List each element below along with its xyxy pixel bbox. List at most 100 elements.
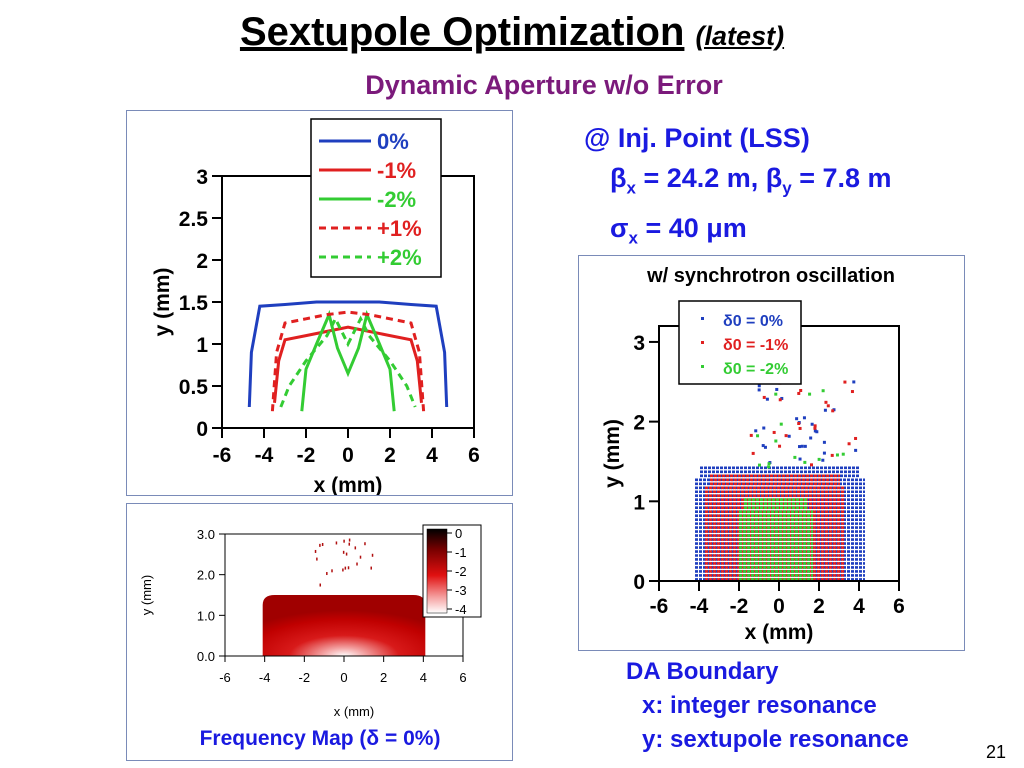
- scatter-point: [774, 392, 778, 396]
- colorbar: [426, 528, 448, 614]
- legend-label: 0%: [377, 129, 409, 154]
- scatter-point: [795, 417, 799, 421]
- beta-x-symbol: β: [610, 163, 627, 193]
- scatter-point: [847, 442, 851, 446]
- x-tick-label: 6: [468, 444, 480, 467]
- scatter-point: [757, 463, 761, 467]
- beta-x-sub: x: [626, 178, 636, 198]
- y-axis-label: y (mm): [151, 268, 174, 337]
- beta-line: βx = 24.2 m, βy = 7.8 m: [584, 158, 892, 208]
- title-suffix: (latest): [695, 21, 785, 51]
- scatter-point: [772, 430, 776, 434]
- y-tick-label: 1: [196, 334, 208, 357]
- x-tick-label: 4: [426, 444, 438, 467]
- sigma-value: = 40 μm: [637, 213, 747, 244]
- chart-title: w/ synchrotron oscillation: [646, 265, 895, 287]
- x-axis-label: x (mm): [334, 704, 374, 719]
- y-tick-label: 0: [196, 418, 208, 441]
- x-tick-label: -4: [690, 595, 709, 618]
- beta-y-value: = 7.8 m: [791, 163, 892, 193]
- y-tick-label: 3: [196, 166, 208, 189]
- legend-marker: [701, 317, 704, 320]
- scatter-point: [813, 424, 817, 428]
- page-number: 21: [985, 742, 1006, 762]
- scatter-point: [815, 430, 819, 434]
- x-axis-label: x (mm): [745, 621, 814, 644]
- scatter-point: [809, 436, 813, 440]
- injection-info: @ Inj. Point (LSS) βx = 24.2 m, βy = 7.8…: [584, 118, 892, 259]
- synchrotron-scatter-chart: w/ synchrotron oscillation -6 -4 -2 0 2 4 6 0 1 2 3…: [601, 265, 905, 644]
- scatter-point: [824, 400, 828, 404]
- x-tick-label: 0: [340, 670, 347, 685]
- scatter-point: [342, 550, 345, 554]
- scatter-point: [822, 451, 826, 455]
- scatter-point: [784, 434, 788, 438]
- x-tick-label: -6: [219, 670, 231, 685]
- scatter-point: [762, 426, 766, 430]
- colorbar-tick-label: -2: [455, 564, 467, 579]
- x-tick-label: 2: [384, 444, 396, 467]
- series-line-+2%: [279, 315, 417, 408]
- scatter-point: [775, 387, 779, 391]
- scatter-point: [798, 445, 802, 449]
- scatter-point: [359, 555, 362, 559]
- y-tick-label: 1.5: [179, 292, 209, 315]
- beta-x-value: = 24.2 m,: [635, 163, 766, 193]
- scatter-point: [817, 457, 821, 461]
- scatter-point: [802, 416, 806, 420]
- legend-label: δ0 = -1%: [723, 337, 788, 354]
- da-boundary-heading: DA Boundary: [626, 658, 779, 685]
- x-tick-label: -2: [299, 670, 311, 685]
- x-tick-label: 0: [342, 444, 354, 467]
- x-tick-label: -4: [259, 670, 271, 685]
- x-tick-label: -4: [255, 444, 274, 467]
- scatter-point: [854, 448, 858, 452]
- scatter-point: [780, 396, 784, 400]
- legend-marker: [701, 365, 704, 368]
- scatter-point: [757, 388, 761, 392]
- scatter-point: [821, 389, 825, 393]
- scatter-point: [822, 440, 826, 444]
- scatter-point: [356, 562, 358, 566]
- x-tick-label: 2: [380, 670, 387, 685]
- y-tick-label: 2: [196, 250, 208, 273]
- scatter-point: [345, 552, 348, 556]
- scatter-point: [787, 434, 791, 438]
- legend-label: -1%: [377, 158, 416, 183]
- scatter-point: [803, 444, 807, 448]
- colorbar-tick-label: 0: [455, 526, 462, 541]
- da-boundary-info: DA Boundary x: integer resonance y: sext…: [626, 655, 909, 757]
- scatter-point: [765, 397, 769, 401]
- y-axis-label: y (mm): [601, 419, 624, 488]
- legend-label: δ0 = -2%: [723, 361, 788, 378]
- y-tick-label: 3.0: [197, 527, 215, 542]
- frequency-map-region: [262, 595, 426, 656]
- beta-y-sub: y: [782, 178, 792, 198]
- scatter-point: [371, 553, 374, 557]
- scatter-point: [763, 445, 767, 449]
- scatter-point: [810, 422, 814, 426]
- scatter-point: [762, 395, 766, 399]
- frequency-map-panel: -6 -4 -2 0 2 4 6 0.0 1.0 2.0 3.0 x (mm) y (mm) 0 -1 -2 -…: [126, 503, 513, 761]
- scatter-point: [319, 583, 322, 587]
- colorbar-tick-label: -1: [455, 545, 467, 560]
- scatter-point: [831, 409, 835, 413]
- scatter-point: [798, 457, 802, 461]
- scatter-point: [354, 546, 357, 550]
- x-tick-label: -6: [213, 444, 232, 467]
- sigma-line: σx = 40 μm: [584, 208, 892, 258]
- scatter-point: [344, 566, 347, 570]
- scatter-point: [348, 538, 351, 542]
- colorbar-tick-label: -3: [455, 583, 467, 598]
- scatter-point: [754, 429, 758, 433]
- scatter-point: [749, 433, 753, 437]
- scatter-point: [803, 460, 807, 464]
- legend-label: -2%: [377, 187, 416, 212]
- scatter-point: [342, 568, 344, 572]
- x-tick-label: -2: [730, 595, 749, 618]
- scatter-point: [841, 452, 845, 456]
- legend-label: +1%: [377, 216, 422, 241]
- scatter-point: [778, 398, 782, 402]
- y-tick-label: 0.0: [197, 649, 215, 664]
- scatter-point: [761, 444, 765, 448]
